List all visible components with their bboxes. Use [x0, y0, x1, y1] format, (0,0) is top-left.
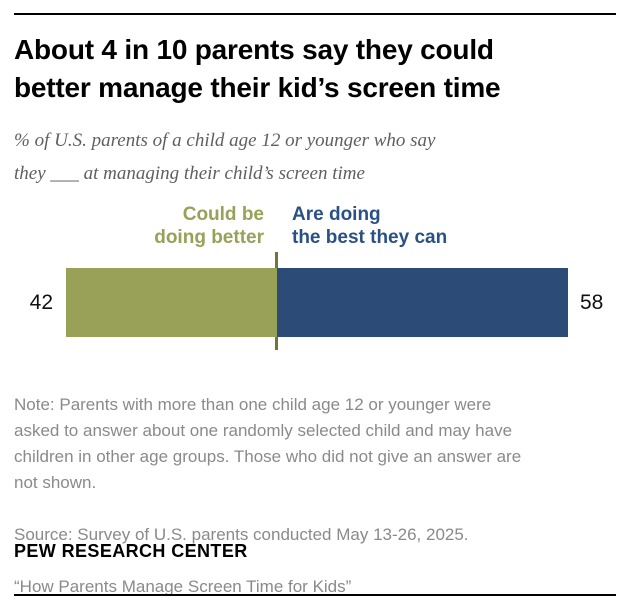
value-label-best-they-can: 58 [580, 291, 604, 314]
source-text: Source: Survey of U.S. parents conducted… [14, 525, 469, 544]
note-text: Note: Parents with more than one child a… [14, 395, 522, 492]
top-rule [14, 13, 616, 15]
chart-subtitle: % of U.S. parents of a child age 12 or y… [14, 130, 436, 184]
value-label-could-be-doing-better: 42 [29, 291, 53, 314]
bar [66, 268, 568, 337]
page-title: About 4 in 10 parents say they could bet… [14, 34, 501, 103]
legend-label-could-be-doing-better: Could be doing better [154, 204, 264, 248]
bar-segment-could-be-doing-better [66, 268, 277, 337]
legend-label-best-they-can: Are doing the best they can [292, 204, 448, 248]
brand-pew-research-center: PEW RESEARCH CENTER [14, 541, 248, 561]
bottom-rule [14, 594, 616, 596]
footnotes: Note: Parents with more than one child a… [14, 366, 618, 612]
report-title-text: “How Parents Manage Screen Time for Kids… [14, 577, 352, 596]
bar-segment-best-they-can [276, 268, 568, 337]
